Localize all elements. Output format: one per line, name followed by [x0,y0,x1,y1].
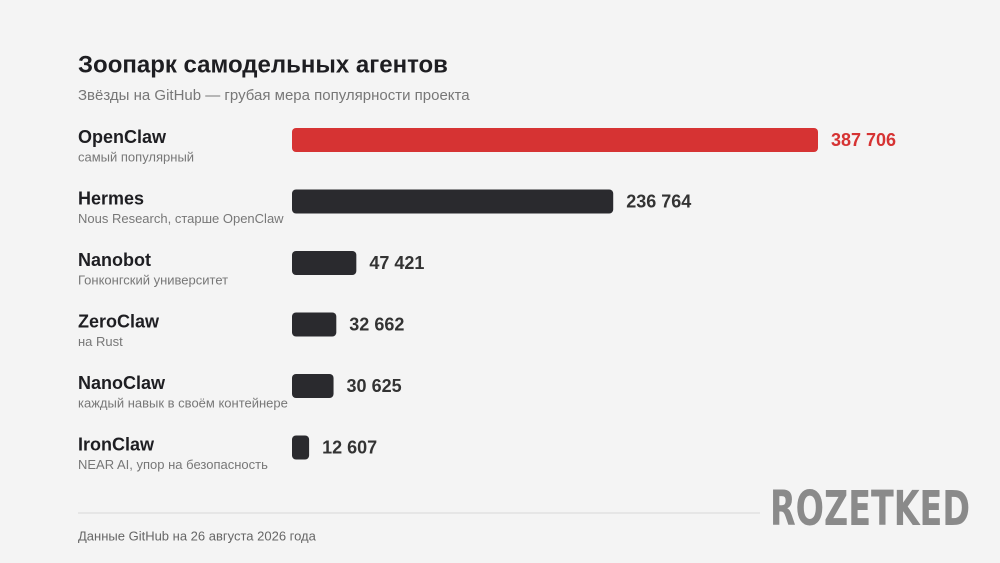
value-label: 47 421 [369,253,424,273]
category-note: Гонконгский университет [78,272,228,287]
category-label: OpenClaw [78,127,167,147]
category-label: Nanobot [78,250,151,270]
chart-title: Зоопарк самодельных агентов [78,51,448,78]
value-label: 387 706 [831,130,896,150]
value-label: 30 625 [347,376,402,396]
bar [292,251,357,275]
watermark: ROZETKED [770,481,970,537]
category-label: IronClaw [78,434,155,454]
footnote: Данные GitHub на 26 августа 2026 года [78,528,317,543]
category-note: самый популярный [78,149,194,164]
value-label: 236 764 [626,191,691,211]
bar [292,435,310,460]
value-label: 12 607 [322,437,377,457]
bar [292,189,614,214]
bar [292,128,818,152]
category-note: на Rust [78,334,123,349]
bar [292,374,334,398]
category-note: NEAR AI, упор на безопасность [78,457,268,472]
chart-subtitle: Звёзды на GitHub — грубая мера популярно… [78,87,470,104]
category-note: каждый навык в своём контейнере [78,395,288,410]
category-label: Hermes [78,188,144,208]
bar [292,312,337,337]
category-note: Nous Research, старше OpenClaw [78,211,284,226]
category-label: NanoClaw [78,373,166,393]
category-label: ZeroClaw [78,311,160,331]
value-label: 32 662 [349,314,404,334]
